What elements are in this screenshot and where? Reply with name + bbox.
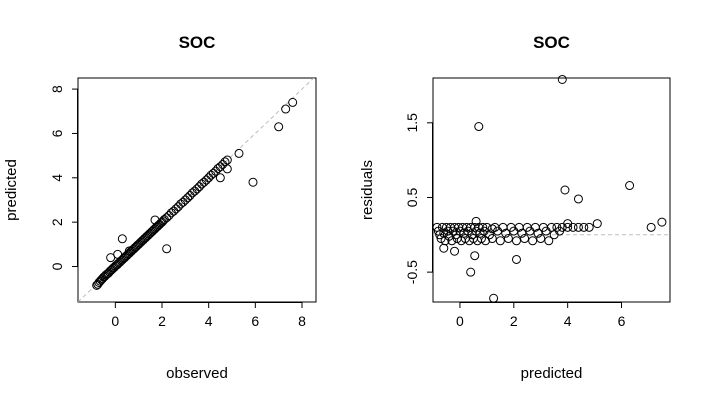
y-tick-label: 6 (49, 129, 65, 137)
chart-title: SOC (179, 33, 216, 52)
data-point (557, 74, 567, 84)
data-point (625, 181, 635, 191)
data-point (511, 254, 521, 264)
data-point (487, 234, 497, 244)
points-group (432, 74, 667, 303)
data-point (544, 236, 554, 246)
data-point (215, 173, 225, 183)
y-axis-label: predicted (3, 159, 20, 221)
data-point (274, 122, 284, 132)
points-group (92, 97, 298, 290)
data-point (528, 236, 538, 246)
chart-title: SOC (533, 33, 570, 52)
x-tick-label: 2 (510, 313, 518, 329)
data-point (563, 219, 573, 229)
x-tick-label: 6 (251, 313, 259, 329)
data-point (288, 97, 298, 107)
data-point (199, 177, 209, 187)
data-point (592, 219, 602, 229)
data-point (201, 175, 211, 185)
data-point (584, 222, 594, 232)
data-point (489, 293, 499, 303)
data-point (124, 246, 134, 256)
data-point (536, 234, 546, 244)
data-point (470, 251, 480, 261)
data-point (450, 246, 460, 256)
data-point (208, 168, 218, 178)
data-point (439, 243, 449, 253)
y-tick-label: 4 (49, 174, 65, 182)
y-tick-label: 0.5 (404, 188, 420, 208)
data-point (234, 148, 244, 158)
data-point (117, 234, 127, 244)
y-tick-label: 0 (49, 262, 65, 270)
data-point (478, 222, 488, 232)
data-point (162, 244, 172, 254)
reference-line (78, 78, 315, 302)
x-tick-label: 4 (564, 313, 572, 329)
data-point (192, 184, 202, 194)
x-tick-label: 4 (205, 313, 213, 329)
x-axis-label: predicted (521, 365, 583, 382)
data-point (222, 164, 232, 174)
data-point (466, 267, 476, 277)
data-point (563, 222, 573, 232)
data-point (178, 197, 188, 207)
data-point (183, 193, 193, 203)
data-point (503, 234, 513, 244)
y-tick-label: 2 (49, 218, 65, 226)
data-point (533, 228, 543, 238)
data-point (657, 217, 667, 227)
data-point (520, 234, 530, 244)
data-point (190, 186, 200, 196)
x-tick-label: 6 (618, 313, 626, 329)
x-tick-label: 0 (456, 313, 464, 329)
data-point (281, 104, 291, 114)
data-point (474, 122, 484, 132)
y-tick-label: 1.5 (404, 113, 420, 133)
data-point (495, 236, 505, 246)
data-point (573, 194, 583, 204)
data-point (171, 204, 181, 214)
x-tick-label: 2 (158, 313, 166, 329)
data-point (248, 177, 258, 187)
data-point (560, 185, 570, 195)
data-point (222, 155, 232, 165)
data-point (169, 206, 179, 216)
y-tick-label: -0.5 (404, 260, 420, 284)
x-tick-label: 8 (298, 313, 306, 329)
data-point (162, 213, 172, 223)
x-axis-label: observed (166, 365, 228, 382)
y-tick-label: 8 (49, 85, 65, 93)
data-point (646, 222, 656, 232)
data-point (579, 222, 589, 232)
data-point (150, 215, 160, 225)
chart-panel-1: SOC 0 2 4 6 8 0 2 4 6 8 observed predicted (3, 33, 317, 382)
data-point (113, 249, 123, 259)
data-point (471, 216, 481, 226)
y-axis-label: residuals (359, 160, 376, 220)
data-point (511, 236, 521, 246)
chart-panel-2: SOC 0 2 4 6 -0.5 0.5 1.5 predicted residuals (359, 33, 671, 382)
data-point (517, 228, 527, 238)
data-point (487, 224, 497, 234)
data-point (501, 228, 511, 238)
data-point (573, 222, 583, 232)
x-tick-label: 0 (111, 313, 119, 329)
